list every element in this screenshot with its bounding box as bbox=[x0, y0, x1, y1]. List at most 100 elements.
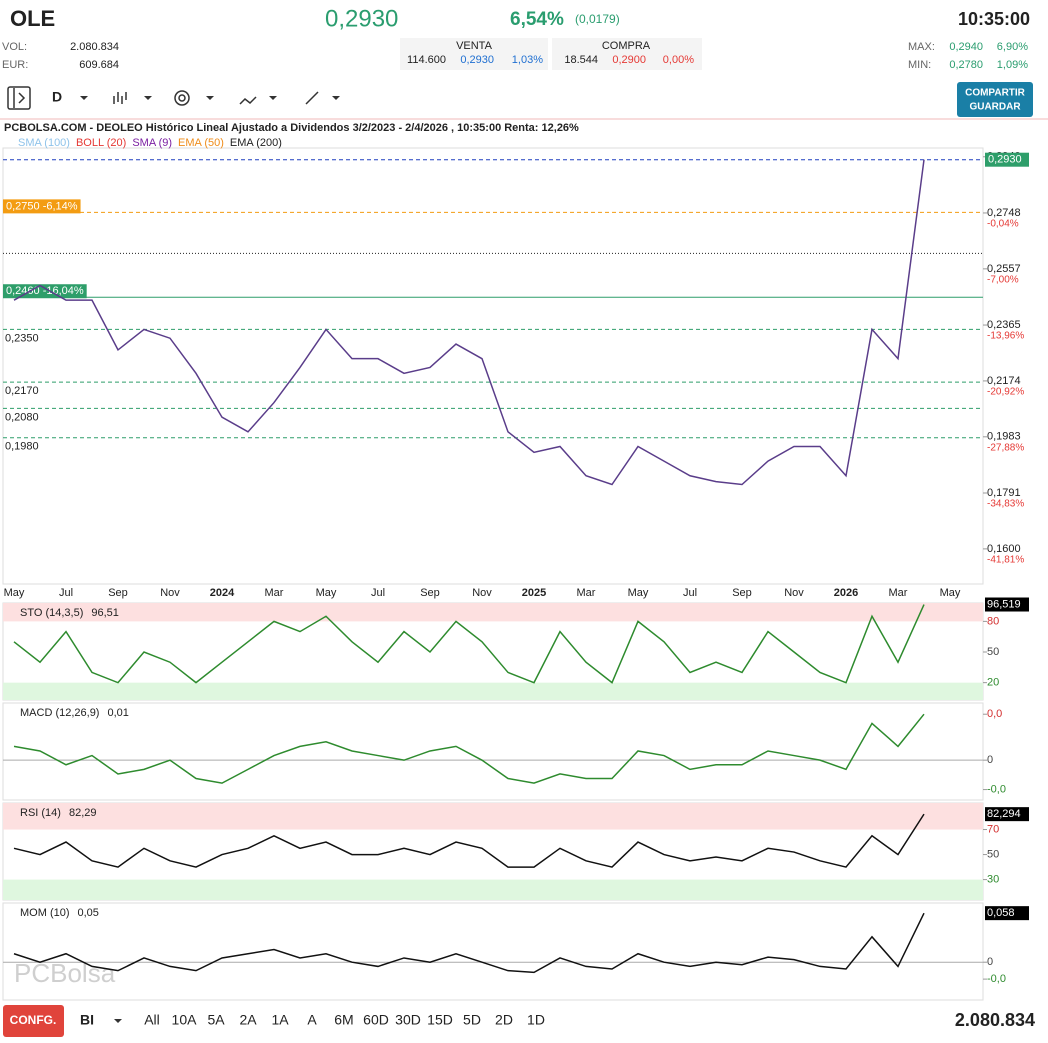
range-button[interactable]: 5A bbox=[207, 1012, 225, 1028]
footer-volume: 2.080.834 bbox=[955, 1010, 1035, 1030]
y-tick-label: 0,1791 bbox=[987, 487, 1021, 499]
panel-value: 96,51 bbox=[91, 607, 119, 619]
x-tick-label: May bbox=[628, 587, 649, 599]
level-label: 0,2350 bbox=[5, 332, 39, 344]
series-line bbox=[13, 159, 925, 486]
series-line bbox=[13, 604, 925, 684]
eur-label: EUR: bbox=[2, 59, 28, 71]
save-label[interactable]: GUARDAR bbox=[969, 102, 1021, 113]
range-button[interactable]: 5D bbox=[463, 1012, 481, 1028]
last-tag-label: 82,294 bbox=[987, 808, 1021, 820]
compra-box bbox=[552, 38, 702, 70]
y-tick-label: 0,0 bbox=[987, 708, 1002, 720]
legend-entry: SMA (100) bbox=[18, 137, 70, 149]
caret[interactable] bbox=[114, 1019, 122, 1023]
compra-pct: 0,00% bbox=[663, 54, 694, 66]
x-tick-label: Mar bbox=[889, 587, 908, 599]
x-tick-label: Nov bbox=[784, 587, 804, 599]
range-button[interactable]: 2A bbox=[239, 1012, 257, 1028]
last-tag bbox=[985, 807, 1029, 822]
range-button[interactable]: 30D bbox=[395, 1012, 421, 1028]
x-tick-label: 2024 bbox=[210, 587, 235, 599]
vol-label: VOL: bbox=[2, 41, 27, 53]
venta-qty: 114.600 bbox=[407, 54, 446, 66]
level-label: 0,1980 bbox=[5, 441, 39, 453]
candles-icon[interactable] bbox=[113, 92, 127, 104]
series-line bbox=[13, 813, 925, 868]
chart-title: PCBOLSA.COM - DEOLEO Histórico Lineal Aj… bbox=[4, 122, 579, 134]
last-tag-label: 0,058 bbox=[987, 907, 1015, 919]
band bbox=[3, 879, 983, 900]
y-tick-label: -0,0 bbox=[987, 783, 1006, 795]
y-tick-label: 0,2365 bbox=[987, 319, 1021, 331]
interval[interactable]: D bbox=[52, 89, 62, 105]
y-tick-label: 0,2557 bbox=[987, 263, 1021, 275]
y-tick-note: -41,81% bbox=[987, 555, 1024, 566]
y-tick-label: 70 bbox=[987, 823, 999, 835]
vol: 2.080.834 bbox=[70, 41, 119, 53]
panel-title: STO (14,3,5) bbox=[20, 607, 83, 619]
draw-icon[interactable] bbox=[305, 91, 319, 105]
y-tick-label: 30 bbox=[987, 874, 999, 886]
range-button[interactable]: 6M bbox=[334, 1012, 353, 1028]
max-pct: 6,90% bbox=[997, 41, 1028, 53]
range-button[interactable]: 1A bbox=[271, 1012, 289, 1028]
x-tick-label: 2026 bbox=[834, 587, 858, 599]
mode[interactable]: BI bbox=[80, 1012, 94, 1028]
panel-toggle[interactable] bbox=[7, 86, 31, 110]
y-tick-label: 0,2748 bbox=[987, 207, 1021, 219]
series-line bbox=[13, 713, 925, 784]
legend-entry: BOLL (20) bbox=[76, 137, 126, 149]
x-tick-label: Mar bbox=[577, 587, 596, 599]
venta-price: 0,2930 bbox=[460, 54, 494, 66]
range-button[interactable]: A bbox=[307, 1012, 317, 1028]
compra-price: 0,2900 bbox=[612, 54, 646, 66]
y-tick-note: -20,92% bbox=[987, 387, 1024, 398]
config-label[interactable]: CONFG. bbox=[10, 1013, 57, 1027]
max: 0,2940 bbox=[949, 41, 983, 53]
range-button[interactable]: All bbox=[144, 1012, 160, 1028]
config-button[interactable] bbox=[3, 1005, 64, 1037]
level-tag-label: 0,2460 -16,04% bbox=[6, 285, 84, 297]
range-button[interactable]: 10A bbox=[172, 1012, 198, 1028]
range-button[interactable]: 15D bbox=[427, 1012, 453, 1028]
panel-value: 0,01 bbox=[107, 707, 128, 719]
x-tick-label: Sep bbox=[108, 587, 128, 599]
range-button[interactable]: 2D bbox=[495, 1012, 513, 1028]
plot-area bbox=[2, 902, 984, 1001]
x-tick-label: May bbox=[940, 587, 961, 599]
y-tick-label: 50 bbox=[987, 848, 999, 860]
y-tick-note: -34,83% bbox=[987, 499, 1024, 510]
indicators-icon[interactable] bbox=[239, 96, 257, 105]
last-tag bbox=[985, 597, 1029, 612]
level-tag bbox=[3, 199, 81, 214]
share-button[interactable] bbox=[957, 82, 1033, 117]
legend-entry: EMA (200) bbox=[230, 137, 282, 149]
y-tick-note: -13,96% bbox=[987, 331, 1024, 342]
watermark: PCBolsa bbox=[14, 958, 116, 988]
venta-box bbox=[400, 38, 548, 70]
x-tick-label: 2025 bbox=[522, 587, 546, 599]
panel-title: MACD (12,26,9) bbox=[20, 707, 99, 719]
y-tick-label: 20 bbox=[987, 677, 999, 689]
last-tag bbox=[985, 906, 1029, 921]
y-tick-label: 0 bbox=[987, 956, 993, 968]
eur: 609.684 bbox=[79, 59, 119, 71]
series-line bbox=[13, 912, 925, 974]
time: 10:35:00 bbox=[958, 9, 1030, 29]
settings-icon[interactable] bbox=[174, 90, 190, 106]
range-button[interactable]: 1D bbox=[527, 1012, 545, 1028]
panel-title: MOM (10) bbox=[20, 907, 70, 919]
caret[interactable] bbox=[80, 96, 88, 100]
min-pct: 1,09% bbox=[997, 59, 1028, 71]
y-tick-note: -7,00% bbox=[987, 274, 1019, 285]
x-tick-label: Sep bbox=[732, 587, 752, 599]
compra-title: COMPRA bbox=[602, 40, 651, 52]
y-tick-label: -0,0 bbox=[987, 973, 1006, 985]
y-tick-label: 80 bbox=[987, 615, 999, 627]
panel-value: 0,05 bbox=[78, 907, 99, 919]
range-button[interactable]: 60D bbox=[363, 1012, 389, 1028]
share-label[interactable]: COMPARTIR bbox=[965, 88, 1026, 99]
last-tag-label: 96,519 bbox=[987, 598, 1021, 610]
min-label: MIN: bbox=[908, 59, 931, 71]
